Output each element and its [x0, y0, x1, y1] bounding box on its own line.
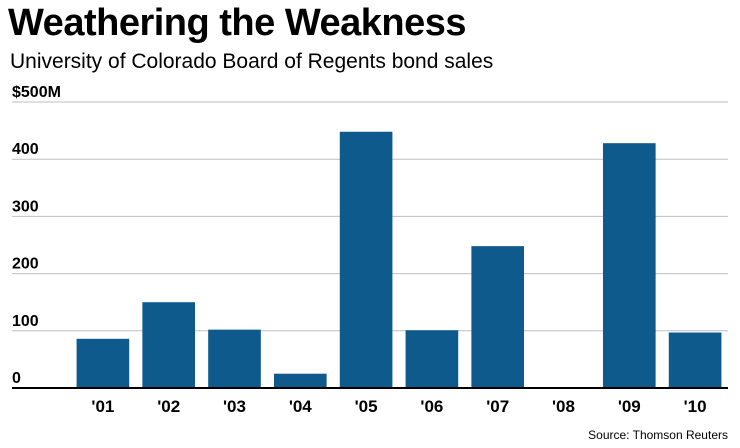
bar [76, 338, 130, 388]
bar [339, 131, 393, 388]
x-tick-label: '06 [420, 397, 443, 416]
bar [273, 373, 327, 388]
x-tick-label: '05 [355, 397, 378, 416]
bar [602, 143, 656, 388]
x-tick-label: '09 [618, 397, 641, 416]
x-tick-label: '08 [552, 397, 575, 416]
bar [405, 330, 459, 388]
source-note: Source: Thomson Reuters [588, 428, 728, 442]
y-tick-label: 100 [12, 313, 39, 330]
x-tick-label: '07 [486, 397, 509, 416]
x-tick-label: '10 [684, 397, 707, 416]
bar [142, 302, 196, 388]
x-tick-label: '02 [157, 397, 180, 416]
y-tick-label: 300 [12, 198, 39, 215]
y-tick-label: 200 [12, 256, 39, 273]
y-tick-label: $500M [12, 84, 61, 101]
chart-title: Weathering the Weakness [8, 2, 467, 44]
bar [471, 246, 525, 388]
y-tick-label: 0 [12, 370, 21, 387]
bar [208, 329, 261, 388]
x-axis-tick-labels: '01 '02 '03 '04 '05 '06 '07 '08 '09 '10 [91, 397, 706, 416]
y-tick-label: 400 [12, 141, 39, 158]
chart-subtitle: University of Colorado Board of Regents … [10, 50, 494, 73]
x-tick-label: '03 [223, 397, 246, 416]
x-tick-label: '01 [91, 397, 114, 416]
x-tick-label: '04 [289, 397, 312, 416]
bars [76, 131, 722, 388]
y-axis-tick-labels: 0 100 200 300 400 $500M [12, 84, 61, 387]
bar [668, 332, 722, 388]
